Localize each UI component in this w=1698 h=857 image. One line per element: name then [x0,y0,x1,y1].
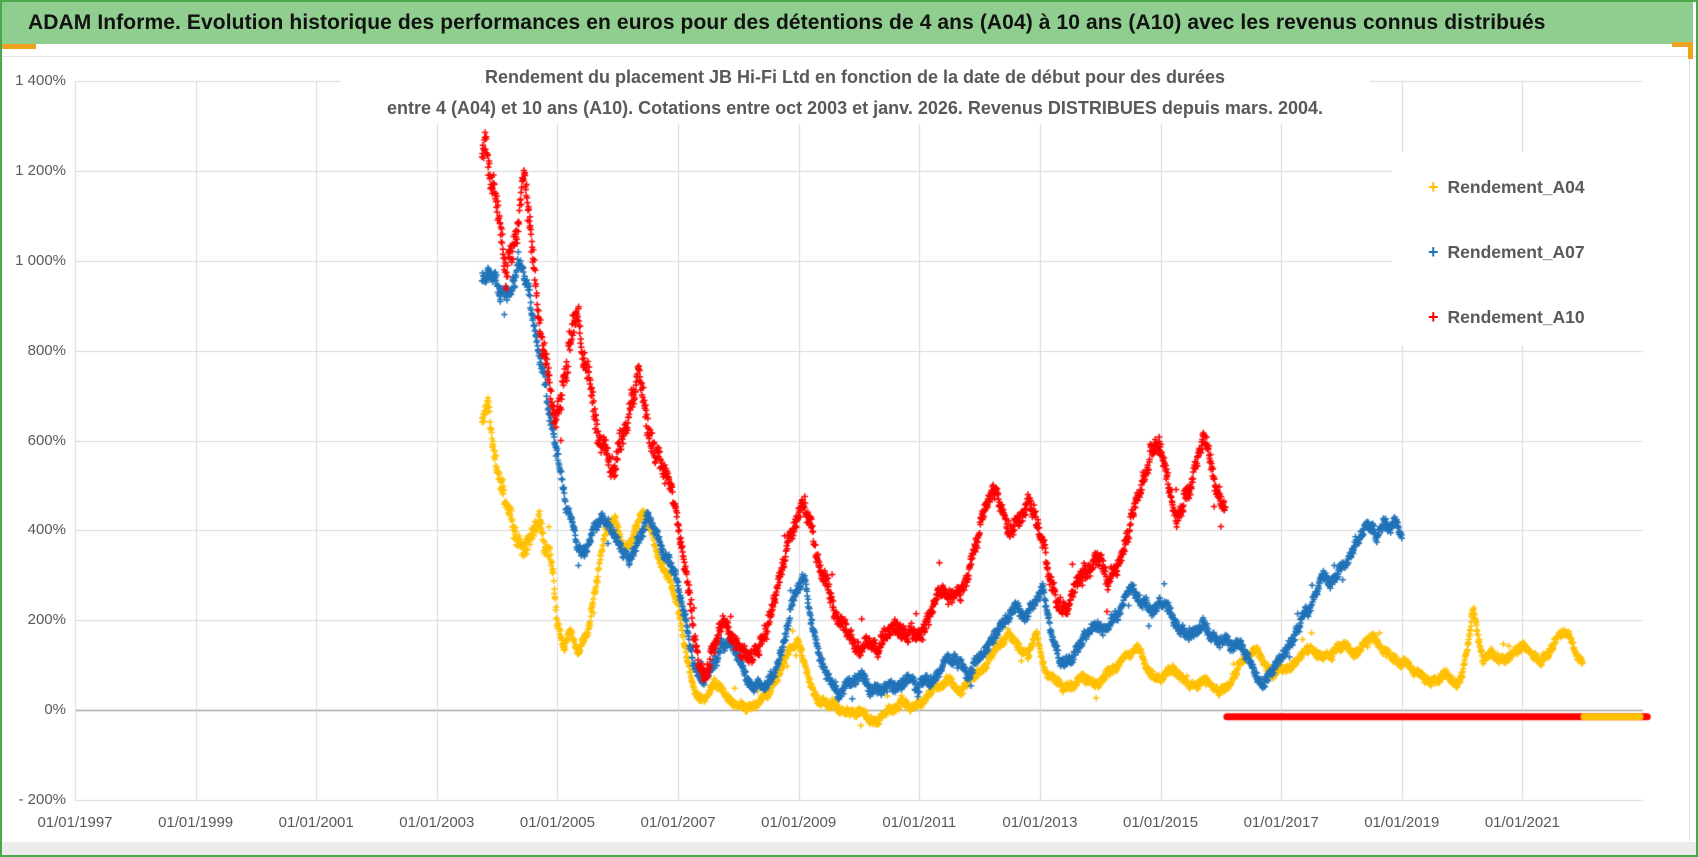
header-divider [0,56,1698,57]
y-tick-label: 1 000% [15,251,66,269]
y-tick-label: 600% [27,431,66,449]
selection-handle-left [2,44,36,49]
chart-title: Rendement du placement JB Hi-Fi Ltd en f… [340,62,1370,124]
legend-item-rendement-a07[interactable]: + Rendement_A07 [1428,237,1585,267]
plus-marker-icon: + [1428,242,1439,262]
x-tick-label: 01/01/2007 [640,814,716,831]
y-tick-label: 0% [44,701,66,719]
selection-handle-corner [1672,42,1693,59]
y-tick-label: 1 200% [15,161,66,179]
x-tick-label: 01/01/2021 [1484,814,1560,831]
x-tick-label: 01/01/2015 [1122,814,1199,831]
x-tick-label: 01/01/2003 [399,814,475,831]
y-tick-label: 1 400% [15,72,66,89]
legend-label: Rendement_A10 [1447,306,1585,327]
x-tick-label: 01/01/1997 [37,814,113,831]
page-title: ADAM Informe. Evolution historique des p… [28,11,1546,34]
x-tick-label: 01/01/2001 [278,814,354,831]
x-tick-label: 01/01/2017 [1243,814,1319,831]
chart-title-line2: entre 4 (A04) et 10 ans (A10). Cotations… [386,98,1324,118]
header-bar: ADAM Informe. Evolution historique des p… [2,2,1693,44]
plus-marker-icon: + [1428,177,1439,197]
x-tick-label: 01/01/2011 [882,814,957,831]
chart-title-line1: Rendement du placement JB Hi-Fi Ltd en f… [484,67,1226,87]
legend-item-rendement-a10[interactable]: + Rendement_A10 [1428,302,1585,332]
y-tick-label: 400% [27,521,66,539]
legend-label: Rendement_A04 [1447,176,1585,197]
x-tick-label: 01/01/2005 [519,814,595,831]
x-tick-label: 01/01/2013 [1002,814,1078,831]
y-tick-label: 200% [27,611,66,629]
plus-marker-icon: + [1428,307,1439,327]
x-tick-label: 01/01/1999 [158,814,234,831]
y-tick-label: 800% [27,341,66,359]
worksheet-edge-line [1689,57,1690,841]
y-tick-label: - 200% [18,791,66,808]
legend-item-rendement-a04[interactable]: + Rendement_A04 [1428,172,1585,202]
bottom-scrollbar-strip[interactable] [2,842,1696,855]
x-tick-label: 01/01/2019 [1364,814,1440,831]
chart-legend: + Rendement_A04 + Rendement_A07 + Rendem… [1392,152,1646,346]
x-tick-label: 01/01/2009 [761,814,837,831]
legend-label: Rendement_A07 [1447,241,1585,262]
